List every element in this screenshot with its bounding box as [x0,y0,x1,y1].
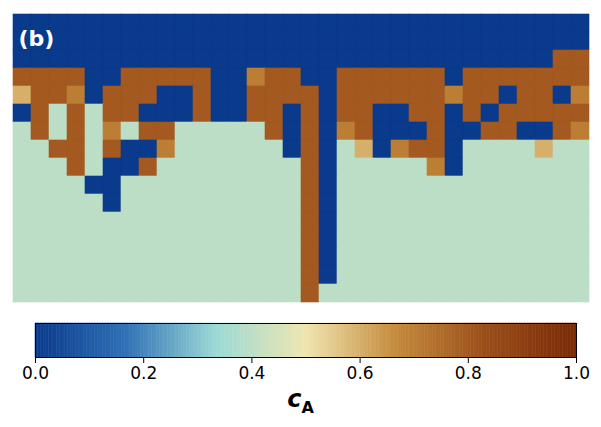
svg-text:(b): (b) [19,26,55,51]
svg-text:0.4: 0.4 [238,363,265,383]
svg-text:0.2: 0.2 [130,363,157,383]
svg-text:0.6: 0.6 [347,363,374,383]
svg-text:0.0: 0.0 [22,363,49,383]
html-text:cA: cA [287,385,314,417]
svg-text:1.0: 1.0 [563,363,590,383]
svg-text:0.8: 0.8 [455,363,482,383]
